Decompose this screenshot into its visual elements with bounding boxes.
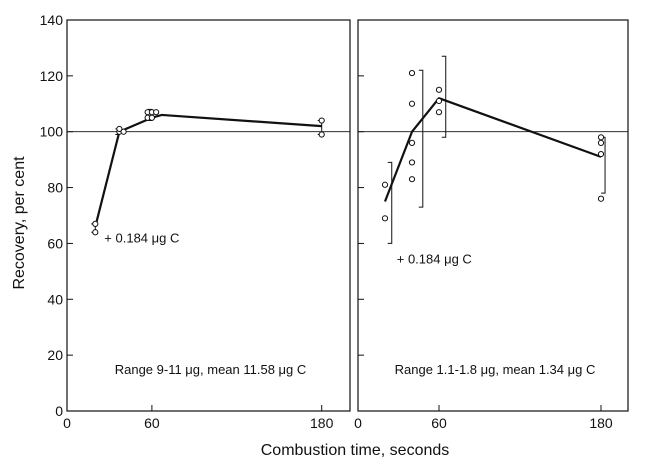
y-axis-title: Recovery, per cent xyxy=(11,156,28,290)
x-tick-label: 180 xyxy=(589,415,613,431)
x-axis-title: Combustion time, seconds xyxy=(261,442,450,459)
plot-frame xyxy=(66,19,351,412)
mean-recovery-line xyxy=(383,97,602,202)
data-point xyxy=(597,134,605,141)
x-tick-label: 0 xyxy=(63,415,71,431)
y-tick-label: 80 xyxy=(47,180,63,196)
x-tick-label: 180 xyxy=(310,415,334,431)
data-point xyxy=(597,139,605,146)
data-point xyxy=(435,97,443,105)
data-point xyxy=(381,215,389,222)
y-tick-label: 120 xyxy=(40,68,64,84)
data-point xyxy=(116,125,123,133)
x-tick-label: 60 xyxy=(431,415,447,431)
y-tick-label: 100 xyxy=(40,124,64,140)
range-note: Range 9-11 μg, mean 11.58 μg C xyxy=(115,362,307,377)
offset-annotation: + 0.184 μg C xyxy=(104,230,179,245)
right-panel: 0 60 180 + 0.184 μg C Range 1.1-1.8 μg, mean… xyxy=(354,19,629,431)
data-point xyxy=(318,117,325,124)
y-tick-labels: 0 20 40 60 80 100 120 140 xyxy=(40,12,64,419)
offset-annotation: + 0.184 μg C xyxy=(397,251,472,266)
data-point xyxy=(408,176,416,183)
y-tick-label: 20 xyxy=(47,347,63,363)
data-point xyxy=(435,86,443,93)
data-point xyxy=(92,220,99,227)
data-point xyxy=(92,229,99,236)
data-point xyxy=(597,150,605,158)
y-tick-label: 0 xyxy=(55,403,63,419)
range-note: Range 1.1-1.8 μg, mean 1.34 μg C xyxy=(395,362,596,377)
y-tick-label: 140 xyxy=(40,12,64,28)
data-point xyxy=(381,181,389,188)
left-panel: 0 60 180 + 0.184 μg C Range 9-11 μg, mean 11… xyxy=(63,19,351,431)
y-tick-label: 40 xyxy=(47,291,63,307)
data-point xyxy=(408,69,416,77)
data-point xyxy=(435,109,443,116)
data-point xyxy=(408,100,416,107)
x-tick-label: 0 xyxy=(354,415,362,431)
data-point xyxy=(597,195,605,202)
data-point xyxy=(408,139,416,146)
range-bracket xyxy=(441,55,447,138)
data-point xyxy=(153,109,160,116)
data-point xyxy=(408,159,416,166)
range-bracket xyxy=(418,69,424,208)
data-point xyxy=(318,131,325,138)
data-point xyxy=(120,128,127,135)
range-bracket xyxy=(387,161,393,244)
data-point xyxy=(148,114,155,121)
x-tick-label: 60 xyxy=(144,415,160,431)
y-tick-label: 60 xyxy=(47,235,63,251)
plot-frame xyxy=(357,19,629,412)
